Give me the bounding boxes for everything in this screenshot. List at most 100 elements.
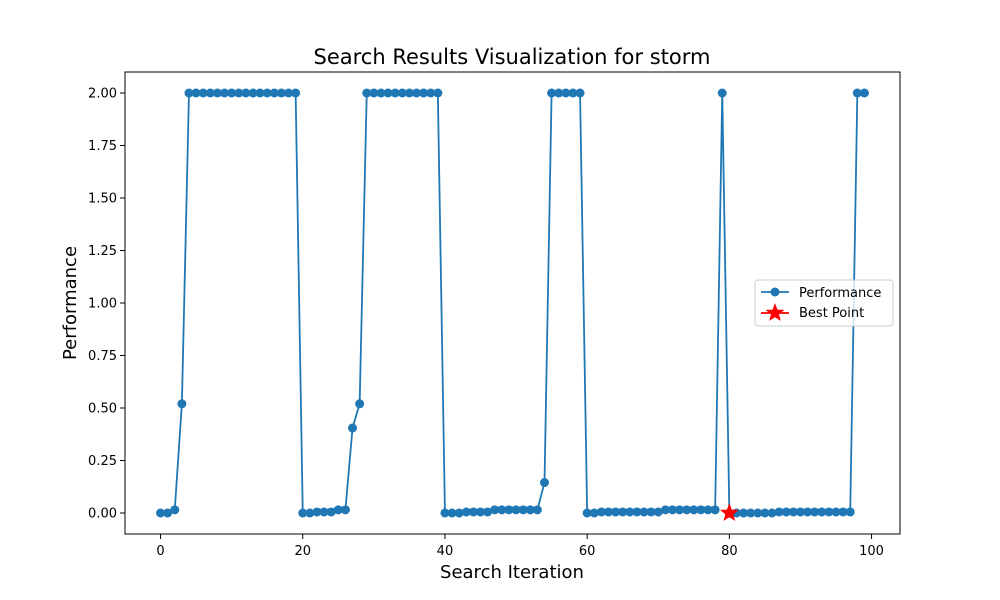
- performance-point: [412, 88, 422, 98]
- performance-point: [788, 507, 798, 517]
- performance-point: [611, 507, 621, 517]
- performance-point: [440, 508, 450, 518]
- performance-point: [461, 507, 471, 517]
- performance-point: [191, 88, 201, 98]
- performance-point: [376, 88, 386, 98]
- performance-point: [689, 505, 699, 515]
- performance-point: [369, 88, 379, 98]
- performance-point: [348, 423, 358, 433]
- x-axis-label: Search Iteration: [440, 562, 584, 583]
- performance-point: [554, 88, 564, 98]
- performance-point: [632, 507, 642, 517]
- y-tick-label: 1.75: [88, 139, 117, 154]
- legend-best-point-label: Best Point: [799, 306, 864, 321]
- performance-point: [824, 507, 834, 517]
- performance-point: [205, 88, 215, 98]
- performance-point: [639, 507, 649, 517]
- x-tick-label: 0: [156, 544, 164, 559]
- performance-point: [397, 88, 407, 98]
- performance-point: [312, 507, 322, 517]
- performance-point: [326, 507, 336, 517]
- legend-box: [754, 279, 894, 327]
- x-tick-label: 60: [579, 544, 596, 559]
- performance-point: [383, 88, 393, 98]
- performance-point: [682, 505, 692, 515]
- performance-point: [753, 508, 763, 518]
- legend-performance-label: Performance: [799, 286, 881, 301]
- performance-point: [653, 507, 663, 517]
- y-tick-label: 0.00: [88, 507, 117, 522]
- performance-point: [710, 505, 720, 515]
- performance-point: [170, 505, 180, 515]
- performance-point: [810, 507, 820, 517]
- performance-point: [433, 88, 443, 98]
- performance-point: [234, 88, 244, 98]
- x-axis: 0 20 40 60 80 100: [156, 534, 884, 559]
- performance-point: [767, 508, 777, 518]
- performance-point: [774, 507, 784, 517]
- performance-point: [625, 507, 635, 517]
- performance-point: [227, 88, 237, 98]
- performance-point: [525, 505, 535, 515]
- best-point-star: [719, 503, 739, 522]
- performance-point: [518, 505, 528, 515]
- performance-point: [618, 507, 628, 517]
- legend-performance-marker: [770, 287, 780, 297]
- performance-point: [781, 507, 791, 517]
- performance-point: [476, 507, 486, 517]
- performance-point: [575, 88, 585, 98]
- performance-point: [298, 508, 308, 518]
- performance-point: [539, 478, 549, 488]
- performance-point: [696, 505, 706, 515]
- y-tick-label: 1.25: [88, 244, 117, 259]
- performance-point: [468, 507, 478, 517]
- performance-point: [284, 88, 294, 98]
- performance-point: [269, 88, 279, 98]
- performance-point: [333, 505, 343, 515]
- y-tick-label: 1.00: [88, 297, 117, 312]
- y-tick-label: 0.50: [88, 402, 117, 417]
- performance-point: [717, 88, 727, 98]
- performance-point: [419, 88, 429, 98]
- performance-point: [255, 88, 265, 98]
- x-tick-label: 80: [721, 544, 738, 559]
- legend-best-point-star: [765, 303, 785, 322]
- performance-point: [447, 508, 457, 518]
- x-tick-label: 40: [437, 544, 454, 559]
- performance-point: [795, 507, 805, 517]
- performance-point: [497, 505, 507, 515]
- performance-point: [319, 507, 329, 517]
- performance-point: [163, 508, 173, 518]
- y-tick-label: 0.75: [88, 349, 117, 364]
- performance-point: [675, 505, 685, 515]
- y-tick-label: 0.25: [88, 454, 117, 469]
- performance-point: [760, 508, 770, 518]
- performance-point: [355, 399, 365, 409]
- performance-point: [547, 88, 557, 98]
- performance-point: [212, 88, 222, 98]
- performance-point: [305, 508, 315, 518]
- performance-point: [746, 508, 756, 518]
- performance-point: [852, 88, 862, 98]
- performance-point: [404, 88, 414, 98]
- y-tick-label: 1.50: [88, 192, 117, 207]
- performance-point: [340, 505, 350, 515]
- y-axis-label: Performance: [60, 246, 81, 360]
- performance-point: [603, 507, 613, 517]
- performance-point: [262, 88, 272, 98]
- performance-point: [803, 507, 813, 517]
- legend: Performance Best Point: [754, 279, 894, 327]
- performance-point: [838, 507, 848, 517]
- x-tick-label: 20: [294, 544, 311, 559]
- performance-point: [831, 507, 841, 517]
- performance-point: [504, 505, 514, 515]
- performance-point: [511, 505, 521, 515]
- performance-point: [362, 88, 372, 98]
- y-tick-label: 2.00: [88, 87, 117, 102]
- performance-point: [739, 508, 749, 518]
- performance-point: [582, 508, 592, 518]
- performance-point: [198, 88, 208, 98]
- performance-point: [291, 88, 301, 98]
- performance-point: [817, 507, 827, 517]
